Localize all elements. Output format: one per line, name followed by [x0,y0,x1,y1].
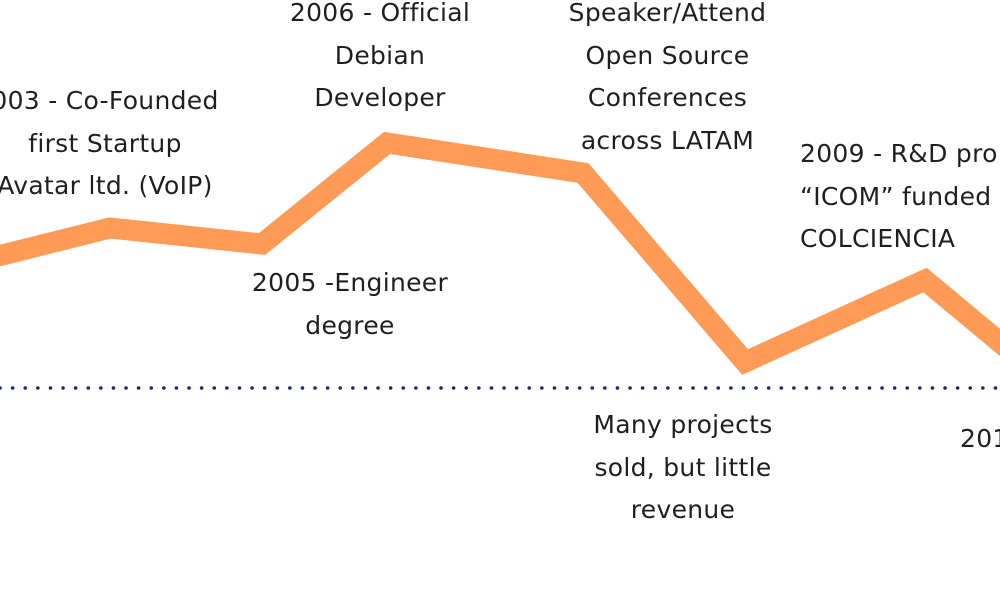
event-line: 2005 -Engineer [251,268,449,297]
event-line: “ICOM” funded [800,181,992,211]
event-line: Speaker/Attend [568,0,767,27]
event-label-next-year: 201 [960,418,1000,461]
event-line: degree [305,310,395,340]
event-line: Developer [314,83,446,112]
event-line: 2009 - R&D pro [800,139,998,168]
event-line: first Startup [28,128,182,158]
event-line: revenue [630,495,736,524]
event-line: Conferences [587,83,748,112]
event-line: Debian [334,40,426,70]
event-line: Open Source [585,40,750,70]
event-line: Avatar ltd. (VoIP) [0,171,213,200]
event-label-founded-startup: 003 - Co-Founded first Startup Avatar lt… [0,80,235,208]
event-label-debian-developer: 2006 - Official Debian Developer [270,0,490,120]
trend-line [0,131,1000,375]
event-line: across LATAM [580,125,755,155]
event-label-conferences: Speaker/Attend Open Source Conferences a… [555,0,780,162]
event-line: COLCIENCIA [800,224,956,253]
event-line: sold, but little [594,452,772,482]
event-label-rd-project: 2009 - R&D pro “ICOM” funded COLCIENCIA [800,133,1000,261]
event-line: 003 - Co-Founded [0,86,219,115]
event-line: 201 [960,424,1000,453]
event-line: 2006 - Official [289,0,471,27]
event-line: Many projects [593,410,773,439]
event-label-projects-revenue: Many projects sold, but little revenue [583,404,783,532]
event-label-engineer-degree: 2005 -Engineer degree [245,262,455,347]
